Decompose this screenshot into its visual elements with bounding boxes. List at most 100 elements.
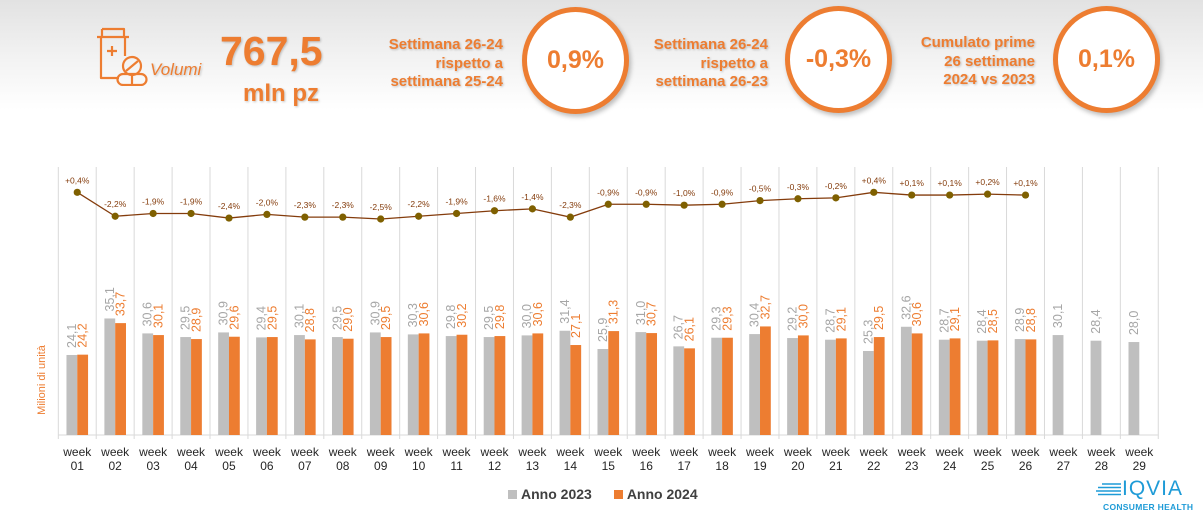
bar-label-2023: 29,5 xyxy=(179,306,193,330)
legend-label-2024: Anno 2024 xyxy=(626,486,698,502)
x-tick-label-number: 09 xyxy=(374,459,388,473)
bar-2024 xyxy=(304,339,316,435)
legend-label-2023: Anno 2023 xyxy=(521,486,592,502)
x-tick-label-word: week xyxy=(669,445,699,459)
x-tick-label-word: week xyxy=(821,445,851,459)
percent-change-label: -2,0% xyxy=(256,197,279,207)
x-tick-label-word: week xyxy=(935,445,965,459)
bar-2024 xyxy=(911,333,923,435)
medicine-bottle-pills-icon xyxy=(97,27,148,86)
bar-label-2024: 28,8 xyxy=(1024,308,1038,332)
bar-label-2024: 29,6 xyxy=(227,305,241,329)
chart-legend: Anno 2023 Anno 2024 xyxy=(508,486,720,502)
bar-label-2023: 29,2 xyxy=(786,307,800,331)
volumi-label: Volumi xyxy=(150,60,202,79)
percent-change-marker xyxy=(301,213,309,221)
bar-label-2024: 29,3 xyxy=(720,306,734,330)
bar-2024 xyxy=(684,348,695,435)
percent-change-label: -2,2% xyxy=(104,199,127,209)
kpi-label-line: 2024 vs 2023 xyxy=(943,71,1035,88)
x-tick-label-number: 21 xyxy=(829,459,843,473)
x-tick-label-word: week xyxy=(366,445,396,459)
bar-2024 xyxy=(191,339,202,435)
percent-change-label: -1,9% xyxy=(180,196,203,206)
percent-change-marker xyxy=(377,215,385,223)
bar-label-2024: 30,6 xyxy=(910,302,924,326)
iqvia-subtitle: CONSUMER HEALTH xyxy=(1103,502,1194,512)
bar-label-2023: 30,6 xyxy=(141,302,155,326)
kpi-weekly-change-value: 0,9% xyxy=(547,46,604,74)
percent-change-label: +0,4% xyxy=(65,175,90,185)
bar-label-2023: 26,7 xyxy=(672,315,686,339)
percent-change-label: -1,0% xyxy=(673,188,696,198)
percent-change-label: -2,2% xyxy=(408,199,431,209)
kpi-label-line: Settimana 26-24 xyxy=(653,36,768,53)
bar-label-2023: 32,6 xyxy=(899,295,913,319)
bar-label-2023: 28,9 xyxy=(1013,308,1027,332)
iqvia-logo: IQVIA CONSUMER HEALTH xyxy=(1094,477,1199,514)
bar-label-2024: 24,2 xyxy=(76,323,90,347)
bar-2024 xyxy=(987,340,999,435)
x-tick-label-word: week xyxy=(1124,445,1154,459)
percent-change-label: +0,1% xyxy=(900,178,925,188)
bar-label-2024: 29,1 xyxy=(834,307,848,331)
chart-percent-line: +0,4% -2,2% -1,9% -1,9% -2,4% -2,0% -2,3% -2,3%… xyxy=(65,175,1038,223)
percent-change-label: +0,1% xyxy=(1013,178,1038,188)
x-tick-label-word: week xyxy=(479,445,509,459)
bar-label-2024: 30,1 xyxy=(152,304,166,328)
legend-item-2024: Anno 2024 xyxy=(613,486,698,502)
bar-label-2023: 30,0 xyxy=(520,304,534,328)
bar-2024 xyxy=(380,337,392,435)
x-tick-label-number: 22 xyxy=(867,459,881,473)
x-tick-label-word: week xyxy=(859,445,889,459)
bar-2023 xyxy=(900,326,912,435)
bar-label-2023: 30,3 xyxy=(406,303,420,327)
bar-2023 xyxy=(862,351,874,435)
volumi-unit: mln pz xyxy=(243,80,319,107)
x-tick-label-number: 14 xyxy=(564,459,578,473)
bar-2024 xyxy=(266,337,278,435)
bar-label-2024: 29,5 xyxy=(872,306,886,330)
bar-label-2023: 24,1 xyxy=(65,324,79,348)
legend-item-2023: Anno 2023 xyxy=(508,486,592,502)
bar-label-2024: 29,0 xyxy=(341,307,355,331)
kpi-cumulative-circle: 0,1% xyxy=(1053,6,1160,113)
bar-2024 xyxy=(570,345,582,435)
percent-change-marker xyxy=(339,213,347,221)
bar-2024 xyxy=(77,354,89,435)
bar-label-2024: 29,8 xyxy=(493,305,507,329)
x-tick-label-number: 26 xyxy=(1019,459,1033,473)
x-tick-label-word: week xyxy=(1011,445,1041,459)
bar-2024 xyxy=(228,336,240,435)
percent-change-marker xyxy=(225,214,233,222)
x-tick-label-word: week xyxy=(176,445,206,459)
bar-label-2023: 30,9 xyxy=(368,301,382,325)
x-tick-label-number: 17 xyxy=(677,459,691,473)
bar-label-2023: 28,7 xyxy=(823,308,837,332)
bar-2023 xyxy=(787,338,798,435)
x-tick-label-word: week xyxy=(897,445,927,459)
kpi-label-line: settimana 26-23 xyxy=(655,73,768,90)
kpi-weekly-change-circle: 0,9% xyxy=(522,7,629,114)
volumi-value: 767,5 xyxy=(220,28,323,74)
x-tick-label-number: 15 xyxy=(602,459,616,473)
percent-change-label: -0,2% xyxy=(825,181,848,191)
bar-2024 xyxy=(646,333,658,435)
bar-2024 xyxy=(418,333,430,435)
chart-x-axis: week01week02week03week04week05week06week… xyxy=(62,445,1154,473)
x-tick-label-number: 05 xyxy=(222,459,236,473)
x-tick-label-word: week xyxy=(517,445,547,459)
bar-label-2023: 25,9 xyxy=(596,318,610,342)
bar-label-2024: 30,6 xyxy=(531,302,545,326)
bar-label-2024: 30,0 xyxy=(796,304,810,328)
x-tick-label-number: 23 xyxy=(905,459,919,473)
bar-2024 xyxy=(722,337,733,435)
x-tick-label-word: week xyxy=(404,445,434,459)
bar-label-2024: 29,5 xyxy=(379,306,393,330)
bar-label-2024: 31,3 xyxy=(607,300,621,324)
bar-label-2024: 28,9 xyxy=(189,308,203,332)
x-tick-label-number: 24 xyxy=(943,459,957,473)
bar-2024 xyxy=(494,336,506,435)
percent-change-marker xyxy=(452,209,461,218)
percent-change-marker xyxy=(604,200,612,208)
